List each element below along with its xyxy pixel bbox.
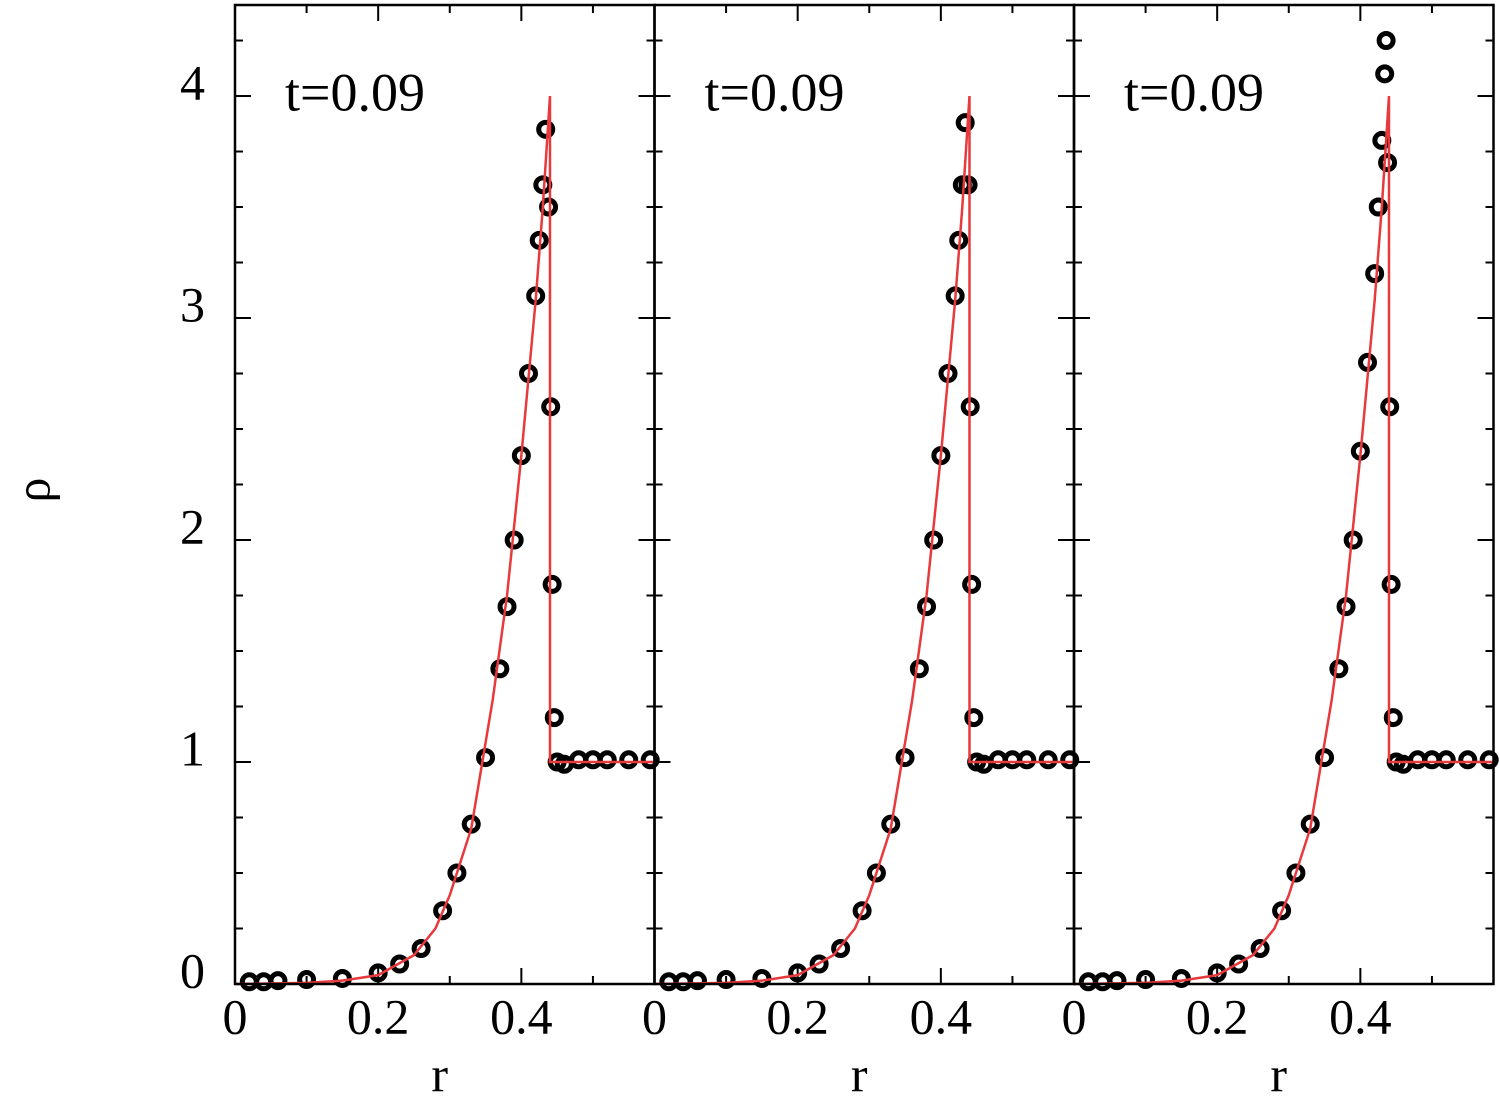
data-point: [447, 863, 467, 883]
data-point: [831, 938, 851, 958]
data-point: [964, 708, 984, 728]
data-point: [1375, 64, 1395, 84]
y-tick-label: 3: [180, 276, 205, 332]
data-point: [1038, 750, 1058, 770]
data-point: [852, 901, 872, 921]
data-point: [1229, 954, 1249, 974]
data-point: [909, 659, 929, 679]
data-point: [1136, 970, 1156, 990]
annotation: t=0.09: [1124, 62, 1264, 122]
data-point: [1060, 750, 1080, 770]
data-point: [1017, 750, 1037, 770]
data-point: [895, 748, 915, 768]
data-point: [1479, 750, 1499, 770]
data-point: [962, 574, 982, 594]
data-point: [1458, 750, 1478, 770]
x-tick-label: 0: [642, 988, 667, 1044]
x-tick-label: 0.2: [1186, 988, 1249, 1044]
data-point: [1315, 748, 1335, 768]
x-tick-label: 0.4: [490, 988, 553, 1044]
y-axis-label: ρ: [4, 478, 60, 503]
data-point: [1329, 659, 1349, 679]
data-point: [788, 963, 808, 983]
data-point: [866, 863, 886, 883]
data-point: [1272, 901, 1292, 921]
data-point: [411, 938, 431, 958]
x-axis-label: r: [851, 1046, 868, 1102]
data-point: [1383, 708, 1403, 728]
x-tick-label: 0.2: [347, 988, 410, 1044]
data-point: [1107, 971, 1127, 991]
line: [234, 95, 655, 986]
data-point: [1376, 31, 1396, 51]
line: [1073, 95, 1494, 986]
x-tick-label: 0.4: [910, 988, 973, 1044]
line: [654, 95, 1074, 986]
data-point: [1368, 197, 1388, 217]
data-point: [368, 963, 388, 983]
annotation: t=0.09: [285, 62, 425, 122]
annotation: t=0.09: [705, 62, 845, 122]
data-point: [476, 748, 496, 768]
x-tick-label: 0.2: [766, 988, 829, 1044]
data-point: [955, 113, 975, 133]
data-point: [597, 750, 617, 770]
y-tick-label: 2: [180, 498, 205, 554]
data-point: [958, 175, 978, 195]
data-point: [539, 197, 559, 217]
x-tick-label: 0.4: [1329, 988, 1392, 1044]
data-point: [542, 574, 562, 594]
data-point: [1207, 963, 1227, 983]
data-point: [297, 970, 317, 990]
data-point: [1365, 264, 1385, 284]
plot-frame: [1072, 3, 1495, 986]
data-point: [1381, 574, 1401, 594]
y-tick-label: 0: [180, 942, 205, 998]
data-point: [1286, 863, 1306, 883]
x-axis-label: r: [431, 1046, 448, 1102]
plot-frame: [233, 3, 656, 986]
y-tick-label: 4: [180, 54, 205, 110]
y-tick-label: 1: [180, 720, 205, 776]
data-point: [687, 971, 707, 991]
plot-frame: [653, 3, 1076, 986]
data-point: [1436, 750, 1456, 770]
x-tick-label: 0: [223, 988, 248, 1044]
data-point: [619, 750, 639, 770]
data-point: [390, 954, 410, 974]
data-point: [536, 119, 556, 139]
data-point: [544, 708, 564, 728]
data-point: [490, 659, 510, 679]
data-point: [809, 954, 829, 974]
data-point: [1250, 938, 1270, 958]
data-point: [433, 901, 453, 921]
data-point: [640, 750, 660, 770]
data-point: [268, 971, 288, 991]
data-point: [1378, 153, 1398, 173]
data-point: [716, 970, 736, 990]
x-axis-label: r: [1270, 1046, 1287, 1102]
x-tick-label: 0: [1062, 988, 1087, 1044]
